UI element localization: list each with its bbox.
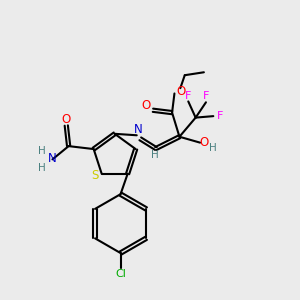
Text: O: O: [142, 99, 151, 112]
Text: H: H: [152, 150, 159, 160]
Text: F: F: [203, 92, 210, 101]
Text: H: H: [209, 143, 217, 153]
Text: S: S: [92, 169, 99, 182]
Text: F: F: [217, 110, 223, 121]
Text: H: H: [38, 163, 46, 172]
Text: O: O: [176, 85, 185, 98]
Text: O: O: [199, 136, 208, 148]
Text: Cl: Cl: [115, 269, 126, 279]
Text: H: H: [38, 146, 46, 156]
Text: N: N: [134, 124, 142, 136]
Text: F: F: [184, 91, 191, 100]
Text: N: N: [47, 152, 56, 165]
Text: O: O: [62, 112, 71, 125]
